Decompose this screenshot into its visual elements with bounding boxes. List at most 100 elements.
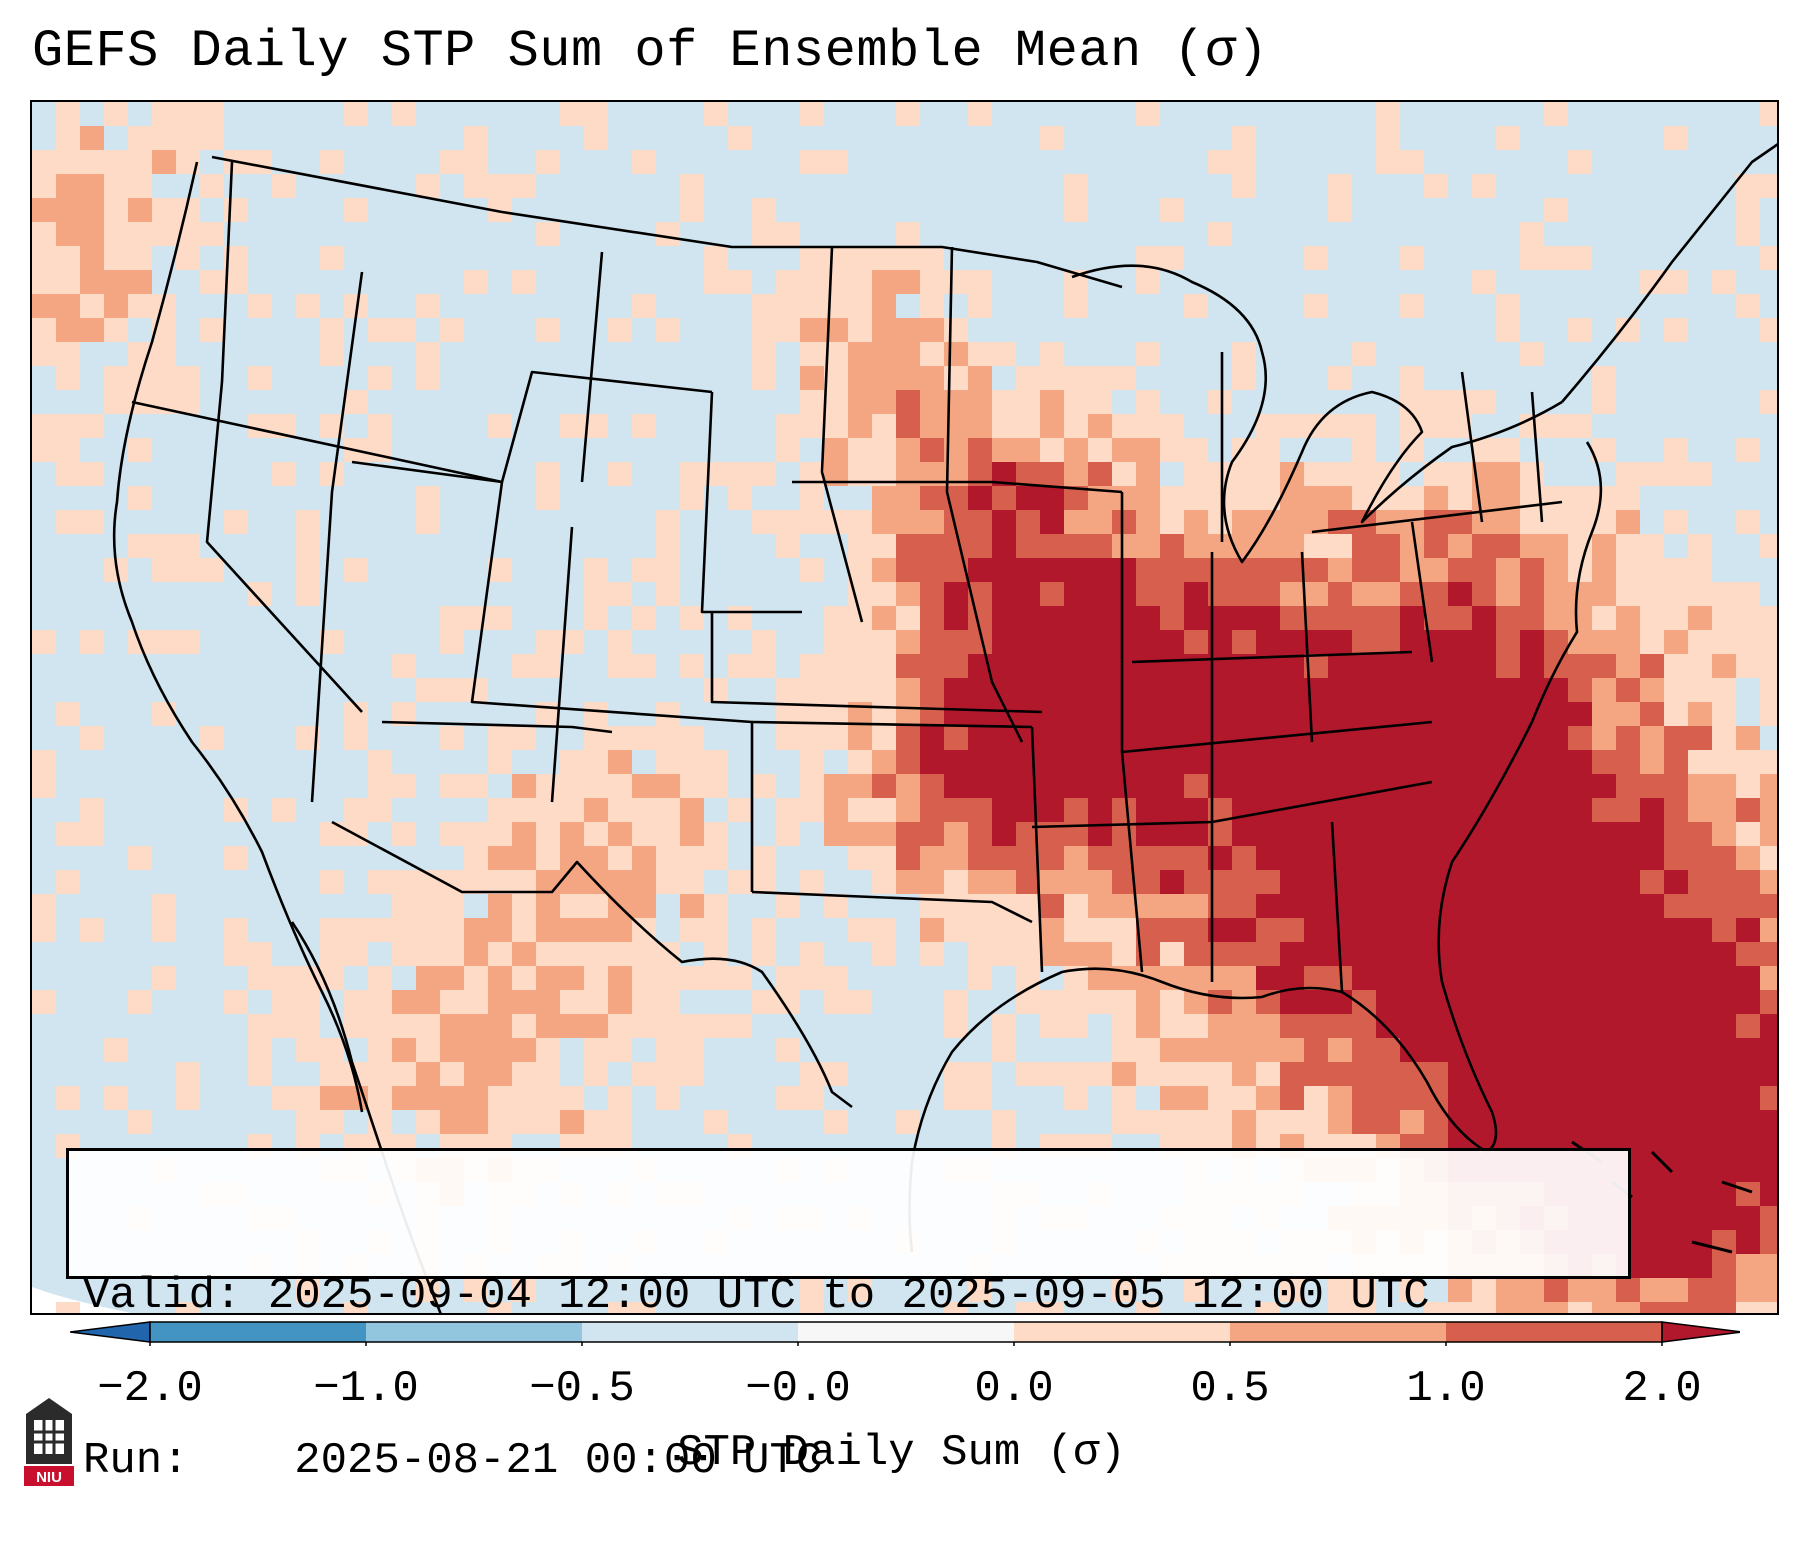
stp-cell: [896, 390, 920, 414]
stp-cell: [1136, 462, 1160, 486]
stp-cell: [1280, 894, 1304, 918]
stp-cell: [128, 198, 152, 222]
stp-cell: [1472, 438, 1496, 462]
stp-cell: [1688, 1230, 1712, 1254]
stp-cell: [872, 246, 896, 270]
stp-cell: [1616, 798, 1640, 822]
stp-cell: [488, 414, 512, 438]
stp-cell: [1712, 1062, 1736, 1086]
stp-cell: [1520, 750, 1544, 774]
stp-cell: [1688, 1206, 1712, 1230]
stp-cell: [896, 702, 920, 726]
stp-cell: [1040, 582, 1064, 606]
stp-cell: [1640, 774, 1664, 798]
stp-cell: [872, 390, 896, 414]
stp-cell: [1496, 510, 1520, 534]
stp-cell: [320, 942, 344, 966]
stp-cell: [800, 750, 824, 774]
stp-cell: [896, 102, 920, 126]
stp-cell: [1688, 966, 1712, 990]
stp-cell: [1688, 918, 1712, 942]
stp-cell: [416, 366, 440, 390]
stp-cell: [1256, 702, 1280, 726]
stp-cell: [1184, 1062, 1208, 1086]
stp-cell: [344, 558, 368, 582]
stp-cell: [200, 726, 224, 750]
stp-cell: [56, 414, 80, 438]
stp-cell: [1184, 582, 1208, 606]
stp-cell: [1160, 822, 1184, 846]
stp-cell: [1352, 342, 1376, 366]
stp-cell: [1664, 1278, 1688, 1302]
stp-cell: [1496, 294, 1520, 318]
stp-cell: [488, 870, 512, 894]
stp-cell: [992, 606, 1016, 630]
stp-cell: [32, 222, 56, 246]
stp-cell: [1736, 990, 1760, 1014]
stp-cell: [1616, 678, 1640, 702]
stp-cell: [488, 1014, 512, 1038]
stp-cell: [1136, 750, 1160, 774]
stp-cell: [1160, 870, 1184, 894]
stp-cell: [920, 534, 944, 558]
stp-cell: [1616, 966, 1640, 990]
stp-cell: [1232, 1062, 1256, 1086]
stp-cell: [1088, 654, 1112, 678]
stp-cell: [1280, 726, 1304, 750]
stp-cell: [1568, 918, 1592, 942]
stp-cell: [368, 1086, 392, 1110]
stp-cell: [512, 1014, 536, 1038]
stp-cell: [1736, 1182, 1760, 1206]
stp-cell: [1016, 894, 1040, 918]
stp-cell: [1280, 750, 1304, 774]
stp-cell: [464, 990, 488, 1014]
stp-cell: [128, 246, 152, 270]
stp-cell: [1376, 726, 1400, 750]
stp-cell: [896, 1110, 920, 1134]
stp-cell: [1616, 1062, 1640, 1086]
stp-cell: [968, 534, 992, 558]
stp-cell: [152, 918, 176, 942]
stp-cell: [1736, 1038, 1760, 1062]
stp-cell: [1640, 1182, 1664, 1206]
stp-cell: [1232, 150, 1256, 174]
stp-cell: [584, 798, 608, 822]
stp-cell: [1616, 1038, 1640, 1062]
stp-cell: [344, 726, 368, 750]
stp-cell: [1040, 990, 1064, 1014]
stp-cell: [872, 870, 896, 894]
stp-cell: [1496, 990, 1520, 1014]
stp-cell: [416, 1086, 440, 1110]
stp-cell: [656, 558, 680, 582]
stp-cell: [1280, 846, 1304, 870]
stp-cell: [80, 126, 104, 150]
stp-cell: [368, 774, 392, 798]
stp-cell: [1544, 102, 1568, 126]
stp-cell: [32, 414, 56, 438]
stp-cell: [512, 174, 536, 198]
stp-cell: [1400, 486, 1424, 510]
stp-cell: [752, 774, 776, 798]
stp-cell: [1112, 414, 1136, 438]
canada-east-coast: [1561, 143, 1777, 403]
stp-cell: [560, 1086, 584, 1110]
stp-cell: [944, 606, 968, 630]
stp-cell: [608, 870, 632, 894]
stp-cell: [440, 1014, 464, 1038]
stp-cell: [32, 174, 56, 198]
tick-label-7: 2.0: [1622, 1364, 1702, 1414]
stp-cell: [896, 486, 920, 510]
stp-cell: [848, 750, 872, 774]
stp-cell: [608, 774, 632, 798]
stp-cell: [440, 726, 464, 750]
stp-cell: [1424, 942, 1448, 966]
stp-cell: [1184, 678, 1208, 702]
stp-cell: [800, 678, 824, 702]
stp-cell: [1280, 870, 1304, 894]
map-svg: [32, 102, 1777, 1313]
stp-cell: [1040, 726, 1064, 750]
stp-cell: [1280, 1278, 1304, 1302]
stp-cell: [1136, 558, 1160, 582]
stp-cell: [1232, 702, 1256, 726]
stp-cell: [1736, 798, 1760, 822]
